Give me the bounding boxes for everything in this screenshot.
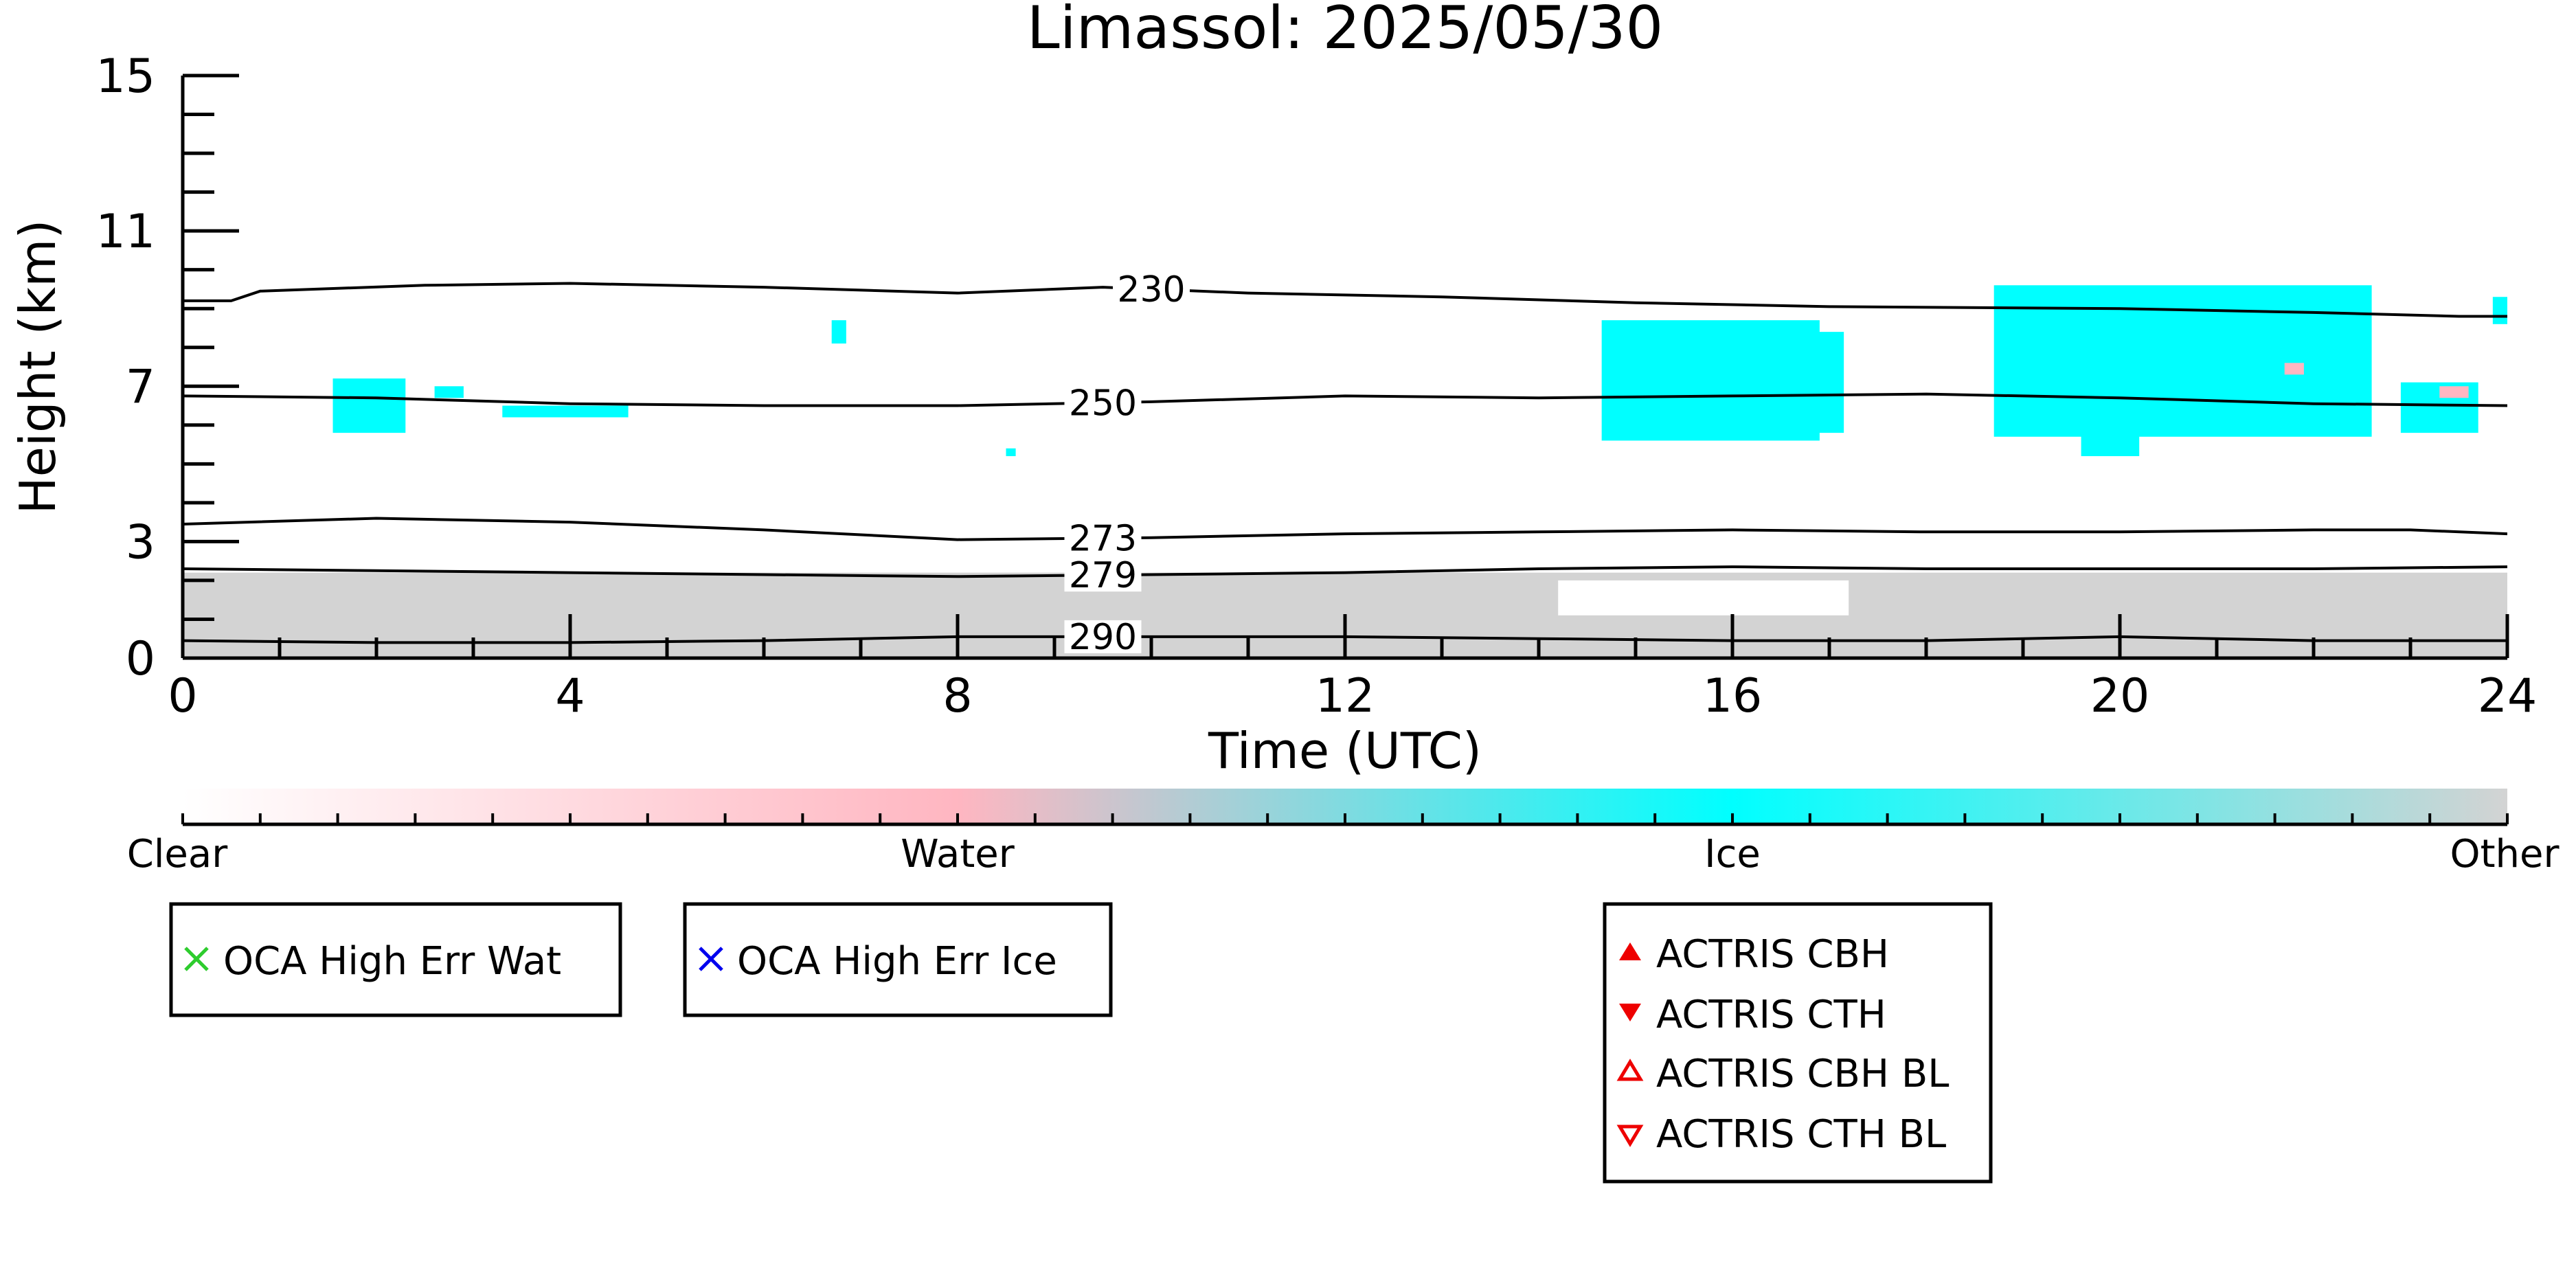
isotherm-label-bg-250 [1064,386,1142,420]
x-tick-label: 8 [942,669,972,723]
chart-title: Limassol: 2025/05/30 [1027,0,1663,63]
region-ice-2 [332,378,406,433]
triangle-down-open-icon [1616,1125,1644,1147]
classification-regions [183,285,2507,658]
region-ice-5 [831,320,846,344]
colorbar-label-other: Other [2450,832,2560,877]
y-tick-label: 0 [126,632,155,686]
colorbar-label-clear: Clear [127,832,228,877]
legend-oca-ice: OCA High Err Ice [683,902,1113,1017]
legend-label: OCA High Err Wat [223,939,561,984]
isotherm-label-230: 230 [1117,269,1185,310]
legend-label: ACTRIS CBH [1656,932,1889,977]
y-axis-ticks: 0 3 7 11 15 [95,49,239,686]
region-water-14 [2439,386,2469,398]
region-ice-3 [434,386,464,398]
legend-oca-water: OCA High Err Wat [169,902,622,1017]
isotherm-279 [183,565,2507,578]
isotherm-label-bg-279 [1064,558,1142,592]
x-tick-label: 0 [168,669,197,723]
y-axis-label: Height (km) [9,220,67,515]
colorbar-ticks [181,813,2509,824]
legend-frame [683,902,1113,1017]
isotherm-label-273: 273 [1069,518,1137,559]
region-water-13 [2284,363,2304,375]
region-ice-8 [1809,332,1844,433]
legend-label: OCA High Err Ice [737,939,1057,984]
x-tick-label: 20 [2090,669,2150,723]
isotherm-label-bg-230 [1113,272,1190,306]
legend-label: ACTRIS CTH BL [1656,1112,1946,1157]
region-ice-6 [1006,448,1016,457]
region-ice-4 [502,405,629,418]
x-marker-icon [184,947,209,971]
region-ice-10 [2081,405,2140,457]
x-tick-label: 24 [2478,669,2538,723]
x-tick-label: 4 [555,669,585,723]
colorbar-label-water: Water [901,832,1015,877]
region-ice-7 [1601,320,1820,441]
y-tick-label: 11 [95,205,155,259]
legend-label: ACTRIS CBH BL [1656,1052,1949,1096]
colorbar-label-ice: Ice [1704,832,1761,877]
x-axis-ticks: 0 4 8 12 16 20 24 [168,614,2537,723]
legend-frame [1603,902,1993,1184]
x-axis-label: Time (UTC) [1208,722,1482,780]
isotherm-250 [183,392,2507,407]
region-ice-12 [2492,297,2507,324]
triangle-up-open-icon [1616,1059,1644,1081]
x-tick-label: 16 [1703,669,1763,723]
y-tick-label: 15 [95,49,155,104]
isotherm-label-250: 250 [1069,383,1137,424]
legend-frame [169,902,622,1017]
triangle-up-filled-icon [1619,942,1641,960]
x-marker-icon [699,947,723,971]
triangle-down-filled-icon [1619,1004,1641,1021]
isotherm-label-bg-273 [1064,521,1142,555]
legend-actris: ACTRIS CBH ACTRIS CTH ACTRIS CBH BL ACTR… [1603,902,1993,1184]
isotherm-label-290: 290 [1069,617,1137,658]
region-clear-1 [1558,580,1849,615]
y-tick-label: 3 [126,515,155,569]
isotherm-label-bg-290 [1064,620,1142,653]
isotherm-label-279: 279 [1069,555,1137,596]
x-tick-label: 12 [1315,669,1375,723]
legend-label: ACTRIS CTH [1656,993,1886,1037]
isotherm-273 [183,517,2507,541]
y-tick-label: 7 [126,360,155,414]
